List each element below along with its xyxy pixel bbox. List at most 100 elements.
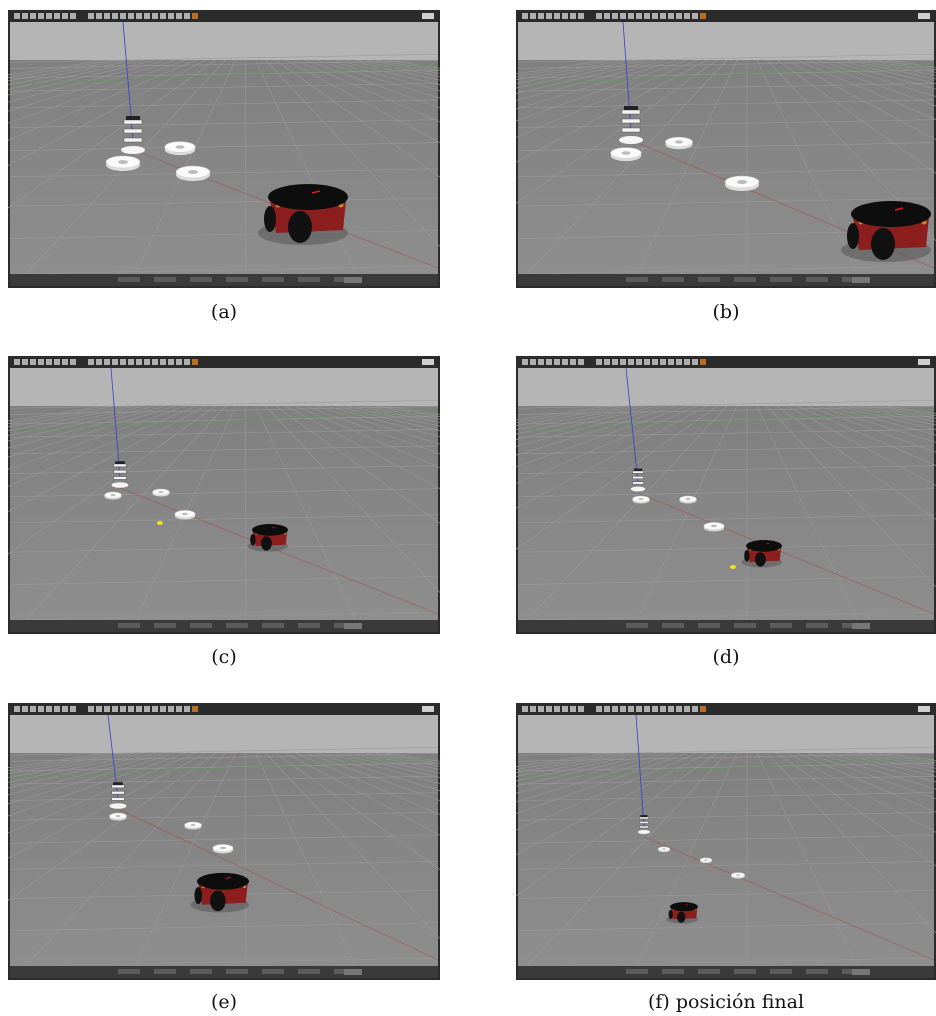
robot-top	[670, 902, 698, 912]
grid-line	[517, 415, 935, 425]
grid-line	[305, 752, 440, 802]
grid-line	[8, 405, 186, 470]
toolbar-icon	[30, 359, 36, 365]
disk-hole	[182, 512, 188, 516]
robot-top	[197, 872, 249, 890]
tower-top	[115, 461, 125, 464]
toolbar-icon	[684, 706, 690, 712]
grid-line	[9, 230, 439, 239]
toolbar-icon	[128, 359, 134, 365]
status-field	[662, 277, 684, 282]
toolbar-icon	[104, 13, 110, 19]
toolbar-icon	[192, 13, 198, 19]
status-field	[770, 277, 792, 282]
tower-base	[638, 830, 650, 834]
status-field	[626, 277, 648, 282]
toolbar-icon	[554, 706, 560, 712]
disk-hole	[711, 524, 717, 528]
wheel	[210, 890, 226, 912]
grid-line	[517, 168, 935, 178]
grid-line	[776, 752, 936, 867]
grid-line	[9, 142, 439, 151]
axis-green	[9, 757, 439, 779]
grid-line	[8, 59, 216, 209]
disk-hole	[685, 498, 691, 500]
grid-line	[776, 405, 936, 520]
toolbar-icon	[54, 706, 60, 712]
toolbar-icon	[136, 13, 142, 19]
wheel	[288, 211, 312, 243]
grid-line	[135, 752, 236, 967]
grid-line	[9, 265, 439, 275]
toolbar-icon	[22, 359, 28, 365]
toolbar-icon	[612, 13, 618, 19]
toolbar-icon	[176, 13, 182, 19]
grid-line	[9, 861, 439, 870]
disk-hole	[638, 498, 644, 500]
tower-deck	[123, 137, 143, 143]
status-field	[226, 623, 248, 628]
toolbar-icon	[120, 706, 126, 712]
grid-line	[8, 752, 176, 805]
toolbar-icon	[88, 359, 94, 365]
toolbar-icon	[636, 359, 642, 365]
status-field	[806, 623, 828, 628]
grid-line	[285, 752, 440, 836]
grid-line	[9, 69, 439, 79]
toolbar-icon	[668, 13, 674, 19]
toolbar-icon	[620, 359, 626, 365]
status-field	[154, 623, 176, 628]
status-field	[262, 623, 284, 628]
toolbar-icon	[62, 706, 68, 712]
toolbar-icon	[38, 359, 44, 365]
grid-line	[9, 514, 439, 524]
grid-line	[517, 197, 935, 207]
disk-hole	[621, 151, 631, 155]
grid-line	[8, 405, 216, 555]
grid-line	[9, 611, 439, 621]
status-field	[734, 623, 756, 628]
robot-mark	[271, 526, 276, 529]
simulation-screenshot	[516, 356, 936, 634]
grid-line	[275, 752, 440, 871]
toolbar-icon	[652, 706, 658, 712]
toolbar-icon	[192, 359, 198, 365]
toolbar-icon	[112, 13, 118, 19]
toolbar-icon	[104, 359, 110, 365]
disk-hole	[662, 848, 666, 850]
grid-line	[796, 752, 936, 813]
grid-line	[517, 514, 935, 524]
robot-mark	[225, 876, 231, 880]
grid-line	[275, 59, 440, 178]
tower-base	[109, 803, 127, 809]
toolbar-icon	[88, 706, 94, 712]
toolbar-icon	[168, 13, 174, 19]
axis-blue	[625, 367, 639, 484]
grid-line	[776, 59, 936, 174]
grid-line	[265, 752, 440, 940]
toolbar-icon	[538, 706, 544, 712]
grid-line	[9, 445, 439, 455]
grid-line	[8, 752, 186, 817]
grid-line	[516, 59, 708, 163]
grid-line	[517, 792, 935, 801]
toolbar-icon	[628, 13, 634, 19]
window-icon	[422, 359, 434, 365]
status-field	[262, 969, 284, 974]
toolbar-icon	[546, 359, 552, 365]
toolbar-icon	[538, 359, 544, 365]
tower-deck	[639, 816, 649, 820]
grid-line	[315, 405, 440, 445]
grid-line	[517, 753, 935, 762]
reset-button	[852, 277, 870, 283]
marker	[730, 565, 736, 569]
toolbar-icon	[578, 706, 584, 712]
grid-line	[517, 429, 935, 438]
grid-line	[806, 405, 936, 453]
toolbar-icon	[152, 706, 158, 712]
disk-hole	[675, 140, 683, 144]
wheel	[677, 911, 686, 923]
toolbar-icon	[660, 359, 666, 365]
status-field	[298, 277, 320, 282]
